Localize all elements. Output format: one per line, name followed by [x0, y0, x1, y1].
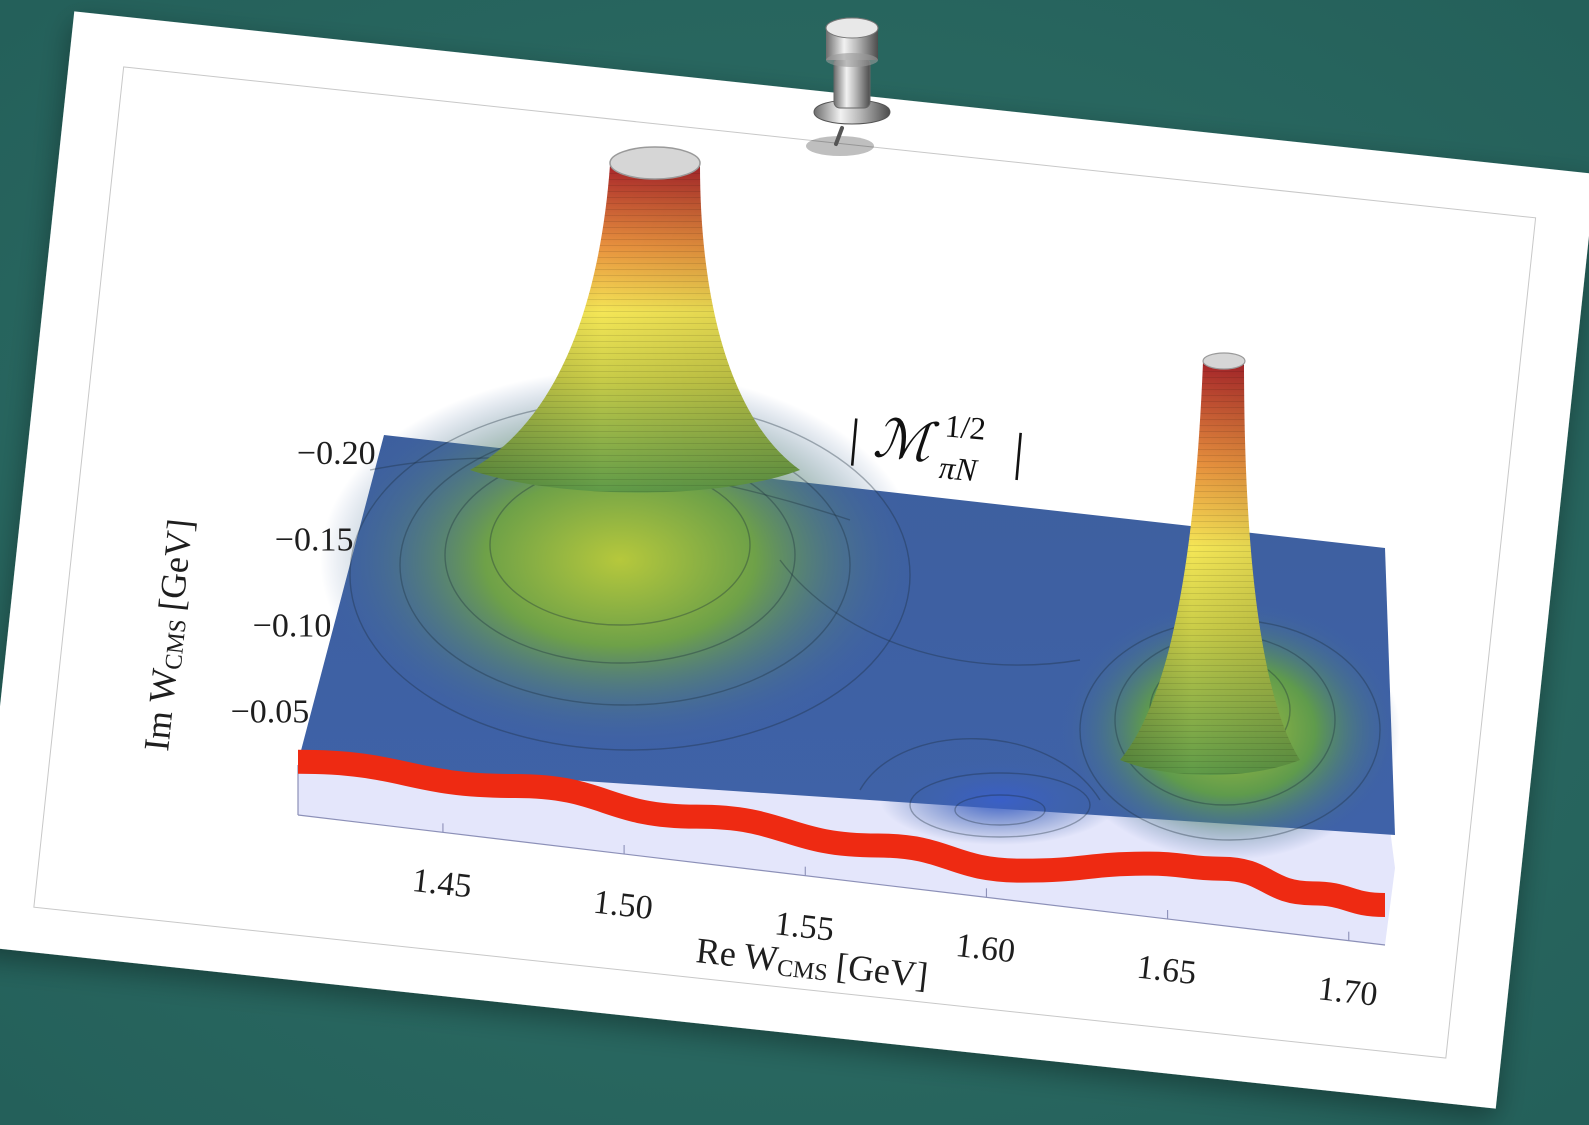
x-tick-label: 1.55	[773, 905, 836, 948]
x-tick-label: 1.70	[1316, 970, 1379, 1013]
y-tick-label: −0.20	[297, 435, 376, 472]
pole-cap-2	[1203, 353, 1245, 369]
y-tick-label: −0.15	[275, 521, 354, 558]
title-superscript: 1/2	[943, 407, 987, 446]
x-tick-label: 1.65	[1135, 949, 1198, 992]
surface-dip	[880, 755, 1120, 845]
y-tick-label: −0.10	[253, 607, 332, 644]
pole-cap-1	[610, 147, 700, 179]
y-tick-label: −0.05	[231, 693, 310, 730]
x-tick-label: 1.45	[410, 862, 473, 905]
x-tick-label: 1.50	[591, 884, 654, 927]
x-tick-label: 1.60	[954, 927, 1017, 970]
title-subscript: πN	[938, 449, 980, 488]
